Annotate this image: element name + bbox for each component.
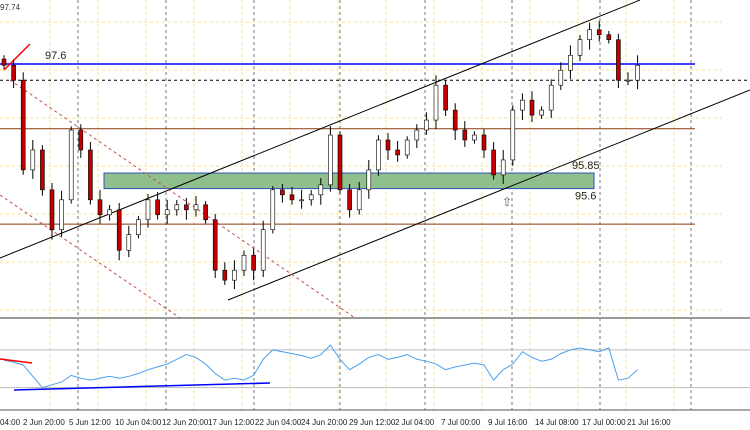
x-tick-label: 9 Jul 16:00 <box>488 418 528 427</box>
candle-body <box>145 199 151 221</box>
candle-body <box>260 229 266 271</box>
candle-body <box>68 129 74 201</box>
candle-body <box>280 189 285 196</box>
candle-body <box>520 99 525 111</box>
candle-body <box>270 189 276 231</box>
candle-body <box>126 234 132 251</box>
top-price-label: 97.74 <box>0 3 21 12</box>
candle-body <box>308 194 314 201</box>
candle-body <box>97 199 103 216</box>
candle-body <box>529 99 535 116</box>
candle-body <box>193 204 199 211</box>
oscillator-trend-blue <box>13 382 271 391</box>
candle-body <box>616 39 621 81</box>
candle-body <box>222 269 228 281</box>
candle-body <box>606 34 612 41</box>
x-tick-label: 7 Jul 00:00 <box>441 418 481 427</box>
candle-body <box>328 134 333 186</box>
candle-body <box>356 189 362 211</box>
x-tick-label: 12 Jun 20:00 <box>162 418 209 427</box>
oscillator-line <box>3 344 638 389</box>
zone-low-label: 95.6 <box>575 191 596 203</box>
candle-body <box>500 159 506 176</box>
candle-body <box>587 29 592 41</box>
channel-upper <box>0 0 641 259</box>
arrow-marker: ⇧ <box>502 195 512 209</box>
candle-body <box>1 58 7 66</box>
candle-body <box>155 199 160 216</box>
candle-body <box>395 149 400 156</box>
candle-body <box>433 84 439 121</box>
candle-body <box>116 209 122 251</box>
x-tick-label: 14 Jul 08:00 <box>535 418 579 427</box>
candle-body <box>11 64 16 81</box>
support-zone <box>103 172 595 190</box>
x-tick-label: 24 Jun 20:00 <box>301 418 348 427</box>
candle-body <box>212 219 218 271</box>
candle-body <box>577 39 583 56</box>
x-tick-label: 2 Jul 04:00 <box>395 418 435 427</box>
candle-body <box>174 204 180 211</box>
candle-body <box>289 194 295 201</box>
trend-line-red <box>3 43 31 71</box>
candle-body <box>481 134 487 151</box>
x-tick-label: 5 Jun 12:00 <box>69 418 111 427</box>
x-tick-label: 17 Jun 12:00 <box>208 418 255 427</box>
x-tick-label: 21 Jul 16:00 <box>627 418 671 427</box>
candle-body <box>424 119 429 131</box>
x-tick-label: 22 Jun 04:00 <box>255 418 302 427</box>
x-tick-label: 17 Jul 00:00 <box>582 418 626 427</box>
candle-body <box>184 204 189 211</box>
zone-high-label: 95.85 <box>572 160 600 172</box>
x-tick-label: 2 Jun 20:00 <box>23 418 65 427</box>
candle-body <box>568 54 573 71</box>
candle-body <box>251 254 256 271</box>
candle-body <box>539 109 544 116</box>
candle-body <box>404 139 410 156</box>
candle-body <box>558 69 564 86</box>
candle-body <box>59 199 64 231</box>
candle-body <box>548 84 554 111</box>
candle-body <box>318 184 324 196</box>
candle-body <box>347 189 352 211</box>
candle-body <box>366 169 372 191</box>
candle-body <box>164 209 170 216</box>
candle-body <box>510 109 516 161</box>
candle-body <box>20 79 26 171</box>
down-channel-lower <box>0 194 181 319</box>
down-channel-upper <box>9 79 356 319</box>
candle-body <box>625 79 631 82</box>
channel-lower <box>227 89 750 301</box>
candle-body <box>241 254 247 271</box>
candle-body <box>635 64 640 81</box>
candle-body <box>443 84 448 111</box>
x-tick-label: 04:00 <box>0 418 21 427</box>
candle-body <box>88 149 93 201</box>
candle-body <box>472 134 477 141</box>
candle-body <box>491 149 496 176</box>
candle-body <box>462 129 468 141</box>
candle-body <box>299 199 304 202</box>
x-tick-label: 10 Jun 04:00 <box>115 418 162 427</box>
level-label: 97.6 <box>45 50 66 62</box>
candle-body <box>232 269 237 281</box>
x-tick-label: 29 Jun 12:00 <box>349 418 396 427</box>
candle-body <box>596 29 602 36</box>
candle-body <box>337 134 343 191</box>
oscillator-trend-red <box>0 358 33 364</box>
candle-body <box>49 189 55 231</box>
candle-body <box>376 139 381 171</box>
candle-body <box>136 219 141 236</box>
candle-body <box>414 129 420 141</box>
candle-body <box>452 109 458 131</box>
candle-body <box>107 209 112 216</box>
candle-body <box>385 139 391 151</box>
candle-body <box>78 129 84 151</box>
candle-body <box>203 204 208 221</box>
candle-body <box>40 149 45 191</box>
candle-body <box>30 149 36 171</box>
